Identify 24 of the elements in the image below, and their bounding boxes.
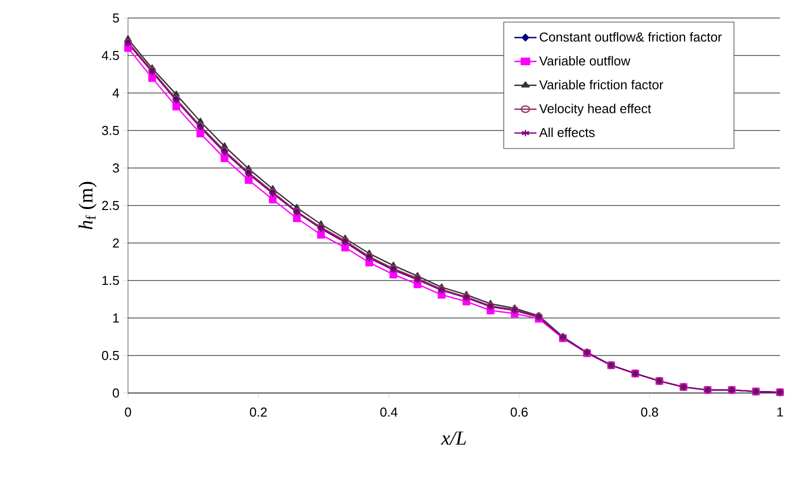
- x-tick-label: 0.6: [510, 408, 528, 417]
- y-tick-label: 2.5: [102, 200, 119, 210]
- y-axis-title: h$_{f}$ (m): [78, 182, 97, 230]
- x-tick-label: 0.4: [380, 408, 398, 417]
- y-tick-label: 4.5: [102, 50, 119, 60]
- y-tick-label: 1: [113, 314, 119, 322]
- y-tick-label: 0.5: [102, 350, 119, 360]
- x-tick-label: 1: [777, 408, 783, 416]
- legend-label: Velocity head effect: [539, 104, 652, 116]
- legend-label: Variable outflow: [539, 56, 630, 66]
- legend-label: Variable friction factor: [539, 80, 664, 90]
- legend-label: Constant outflow& friction factor: [540, 32, 722, 42]
- y-tick-label: 4: [112, 88, 120, 98]
- y-tick-label: 0: [112, 388, 119, 398]
- y-tick-label: 5: [112, 13, 119, 23]
- y-tick-label: 3: [112, 163, 119, 173]
- y-tick-label: 2: [112, 238, 119, 248]
- x-axis-title: x/L: [441, 432, 466, 445]
- x-tick-label: 0.8: [641, 408, 658, 417]
- y-tick-label: 3.5: [102, 126, 119, 136]
- x-tick-label: 0: [124, 408, 132, 417]
- x-tick-label: 0.2: [250, 408, 267, 417]
- legend-label: All effects: [539, 128, 595, 138]
- y-tick-label: 1.5: [102, 276, 119, 286]
